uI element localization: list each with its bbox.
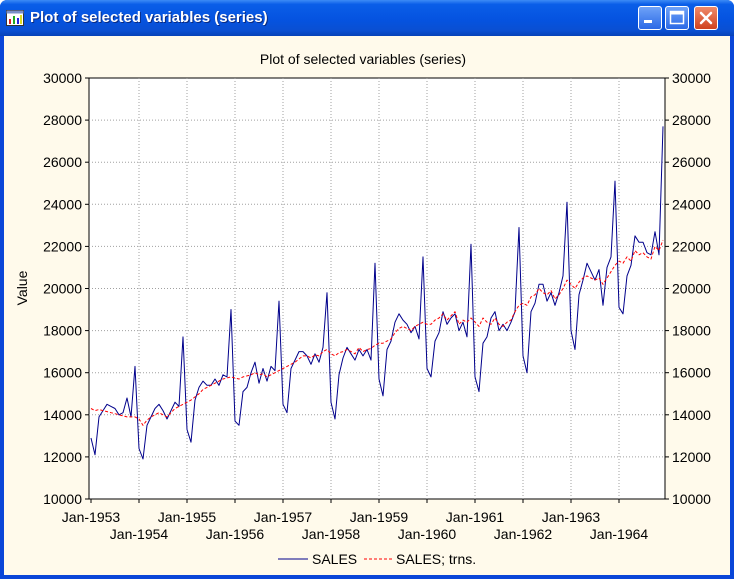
y-tick-label-right: 14000 [672,407,711,423]
y-tick-label-left: 24000 [43,196,82,212]
y-tick-label-left: 14000 [43,407,82,423]
y-tick-label-left: 18000 [43,323,82,339]
y-tick-label-left: 16000 [43,365,82,381]
x-axis: Jan-1953Jan-1954Jan-1955Jan-1956Jan-1957… [62,509,649,542]
window-title: Plot of selected variables (series) [30,9,268,26]
chart-window: Plot of selected variables (series) Plot… [0,0,734,579]
y-tick-label-right: 26000 [672,154,711,170]
x-tick-label: Jan-1962 [494,526,553,542]
y-tick-label-left: 10000 [43,491,82,507]
legend: SALES SALES; trns. [278,551,476,567]
y-tick-label-right: 20000 [672,281,711,297]
y-axis-right: 10000 12000 14000 16000 18000 20000 22000 24000… [672,70,711,507]
y-tick-label-left: 20000 [43,281,82,297]
grid-lines [89,78,665,499]
x-tick-label: Jan-1957 [254,509,313,525]
series-group [90,126,664,460]
close-icon [699,11,713,25]
chart-app-icon [6,10,24,26]
x-tick-label: Jan-1953 [62,509,121,525]
y-tick-label-left: 30000 [43,70,82,86]
x-tick-label: Jan-1958 [302,526,361,542]
y-tick-label-left: 28000 [43,112,82,128]
y-tick-label-right: 24000 [672,196,711,212]
close-button[interactable] [694,6,718,30]
x-tick-label: Jan-1963 [542,509,601,525]
y-tick-label-left: 12000 [43,449,82,465]
y-axis-left: 10000 12000 14000 16000 18000 20000 22000 24000… [43,70,82,507]
chart-title: Plot of selected variables (series) [260,51,466,67]
series-line-sales [90,126,664,460]
chart-client-area: Plot of selected variables (series) 1000… [4,36,730,575]
legend-label: SALES; trns. [396,551,476,567]
title-bar[interactable]: Plot of selected variables (series) [0,0,734,36]
minimize-button[interactable] [638,6,662,30]
y-tick-label-left: 26000 [43,154,82,170]
series-line-sales-trns [90,239,664,426]
maximize-button[interactable] [665,6,689,30]
x-tick-label: Jan-1960 [398,526,457,542]
y-tick-label-right: 16000 [672,365,711,381]
axis-ticks [85,77,669,503]
x-tick-label: Jan-1955 [158,509,217,525]
y-tick-label-right: 28000 [672,112,711,128]
y-axis-label: Value [14,270,30,305]
y-tick-label-right: 30000 [672,70,711,86]
maximize-icon [669,10,685,25]
legend-label: SALES [312,551,357,567]
x-tick-label: Jan-1956 [206,526,265,542]
x-tick-label: Jan-1964 [590,526,649,542]
x-tick-label: Jan-1959 [350,509,409,525]
x-tick-label: Jan-1954 [110,526,169,542]
y-tick-label-right: 22000 [672,238,711,254]
y-tick-label-right: 18000 [672,323,711,339]
line-chart: Plot of selected variables (series) 1000… [14,51,711,567]
x-tick-label: Jan-1961 [446,509,505,525]
minimize-icon [644,20,652,23]
y-tick-label-left: 22000 [43,238,82,254]
y-tick-label-right: 10000 [672,491,711,507]
y-tick-label-right: 12000 [672,449,711,465]
